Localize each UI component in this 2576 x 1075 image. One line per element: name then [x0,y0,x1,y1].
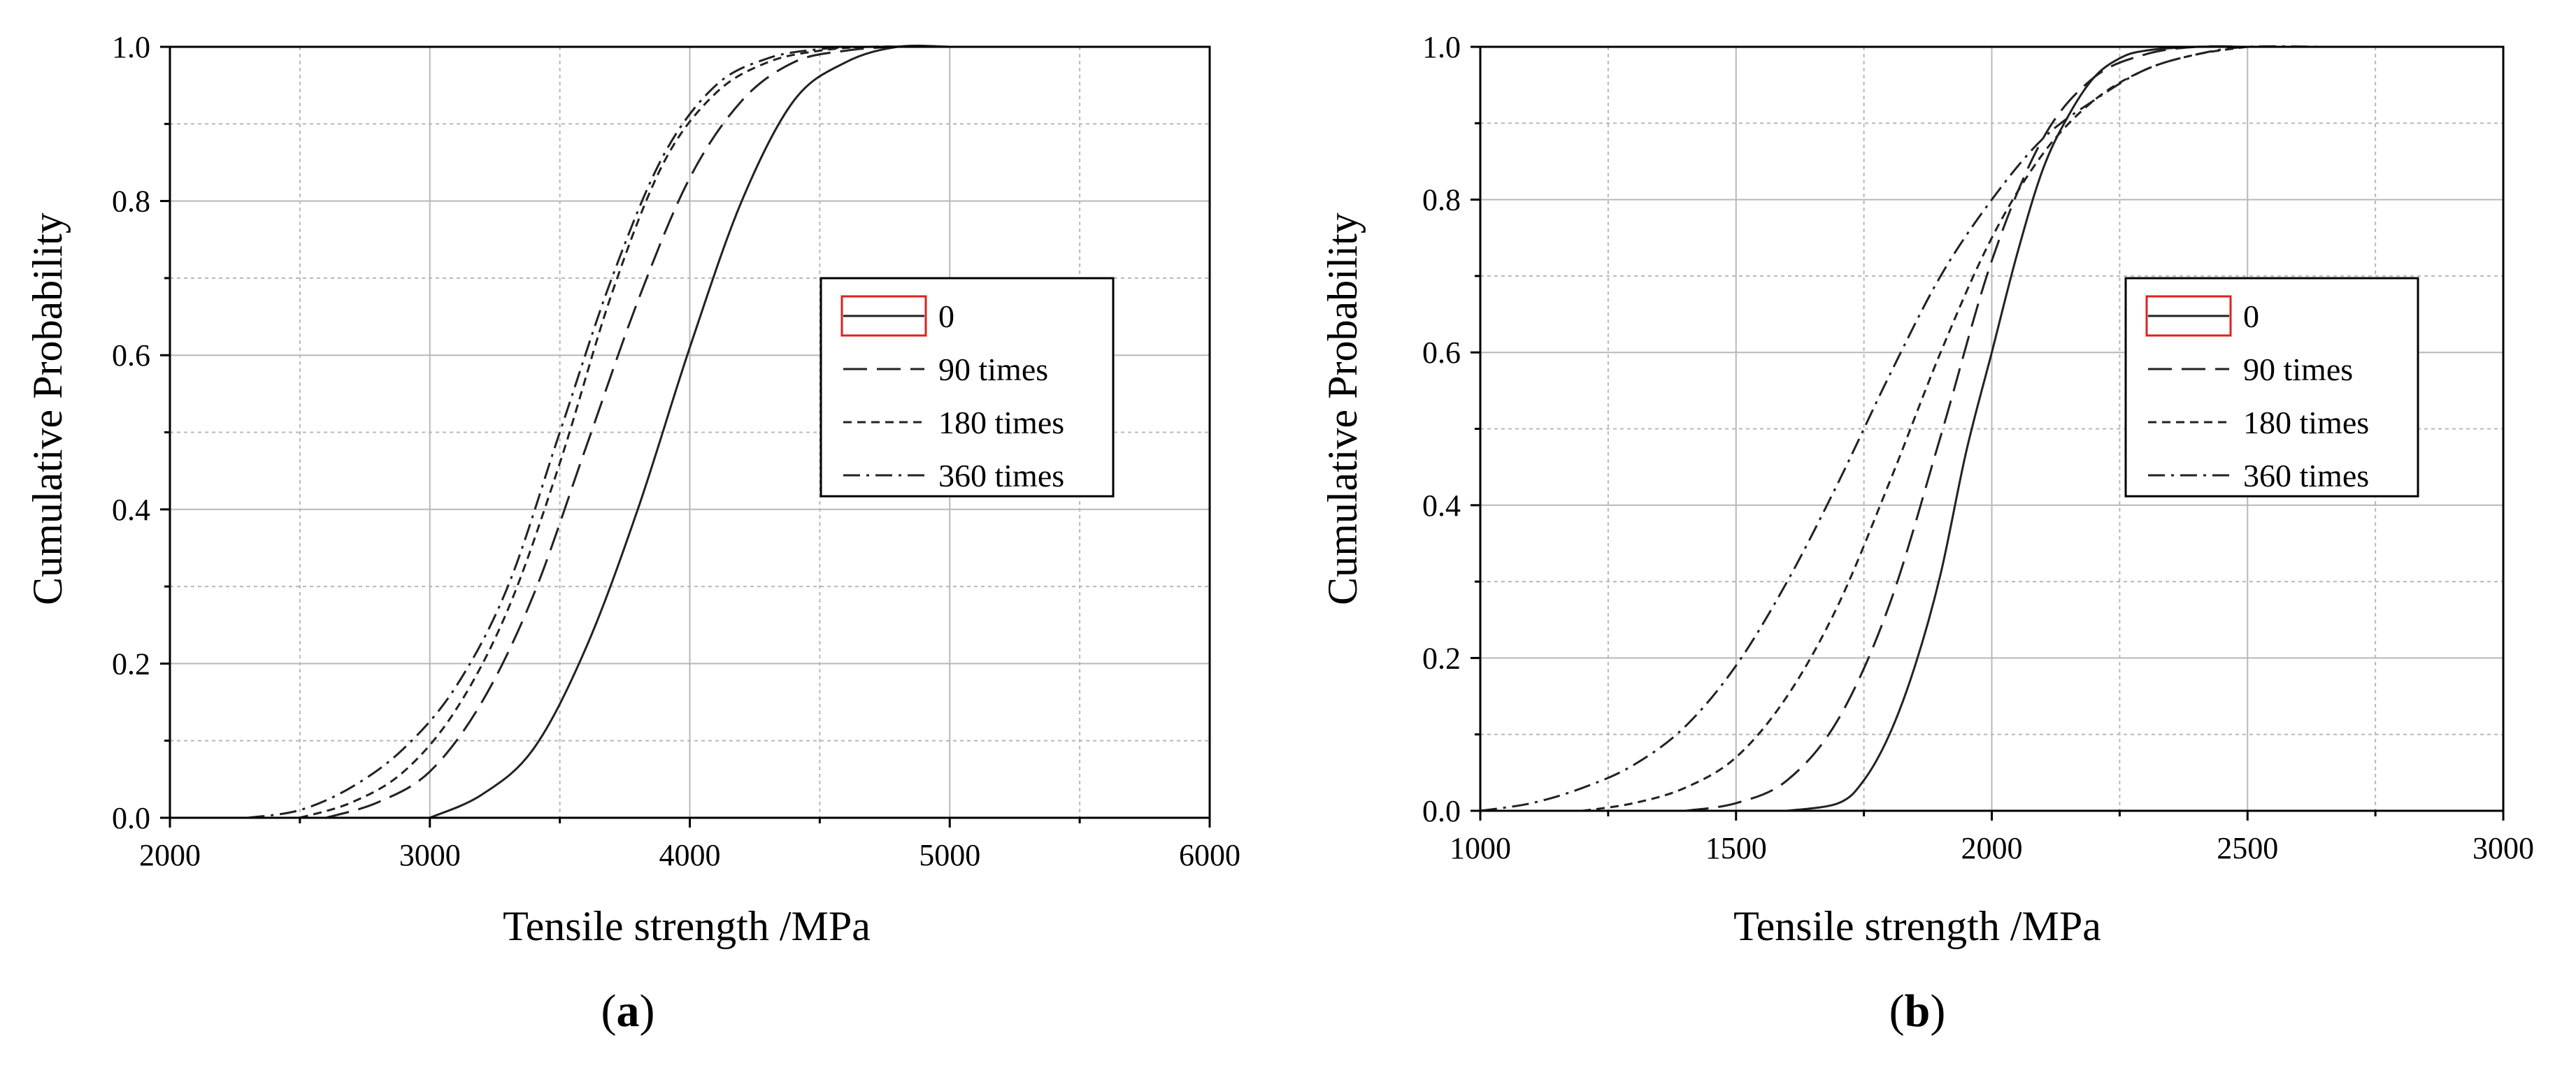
x-tick-label: 3000 [2473,831,2534,865]
x-axis-title-a: Tensile strength /MPa [503,903,871,949]
x-tick-label: 6000 [1179,838,1240,872]
x-tick-label: 2000 [139,838,201,872]
x-tick-label: 5000 [919,838,980,872]
y-tick-label: 1.0 [1422,30,1461,64]
legend-label: 0 [2243,298,2259,334]
y-tick-label: 0.8 [112,185,150,219]
series-line-a-4 [248,45,950,819]
panel-letter-b: b [1905,986,1931,1037]
series-line-a-1 [429,44,950,819]
series-line-a-2 [325,45,950,819]
tick-labels-a: 2000 3000 4000 5000 6000 0.0 0.2 0.4 0.6 0.8 1.0 [112,30,1240,872]
series-line-b-1 [1787,45,2248,812]
y-tick-label: 0.4 [1422,489,1461,523]
series-group-b [1480,45,2325,812]
legend-label: 0 [938,298,954,334]
y-tick-label: 0.6 [112,338,150,373]
chart-panel-b: 1000 1500 2000 2500 3000 0.0 0.2 0.4 0.6 0.8 1.0 T… [1319,30,2534,1037]
y-tick-label: 0.2 [112,647,150,681]
y-tick-label: 0.4 [112,493,150,527]
series-line-b-2 [1684,45,2248,812]
legend-box [820,277,1115,498]
legend-label: 180 times [2243,405,2369,440]
legend-highlight-box [2145,295,2232,337]
series-group-a [248,44,950,819]
x-axis-title-b: Tensile strength /MPa [1733,903,2101,949]
y-axis-title-a: Cumulative Probability [24,212,71,605]
y-tick-label: 0.0 [1422,794,1461,828]
x-tick-label: 2500 [2217,831,2278,865]
legend-label: 360 times [2243,458,2369,493]
ticks-b [1471,45,2505,821]
y-tick-label: 1.0 [112,30,150,64]
tick-labels-b: 1000 1500 2000 2500 3000 0.0 0.2 0.4 0.6 0.8 1.0 [1422,30,2534,865]
legend-b: 0 90 times 180 times 360 times [2124,277,2419,498]
legend-label: 90 times [938,352,1048,387]
legend-label: 90 times [2243,352,2353,387]
x-tick-label: 3000 [399,838,461,872]
y-tick-label: 0.2 [1422,641,1461,675]
panel-label-b: (b) [1889,986,1946,1037]
series-line-b-3 [1582,45,2248,812]
legend-a: 0 90 times 180 times 360 times [820,277,1115,498]
ticks-a [160,45,1211,828]
x-tick-label: 1500 [1705,831,1767,865]
legend-highlight-box [840,295,927,337]
legend-label: 180 times [938,405,1064,440]
series-line-a-3 [299,45,950,819]
legend-box [2124,277,2419,498]
y-axis-title-b: Cumulative Probability [1319,212,1366,605]
legend-label: 360 times [938,458,1064,493]
panel-label-a: (a) [601,986,655,1037]
chart-panel-a: 2000 3000 4000 5000 6000 0.0 0.2 0.4 0.6 0.8 1.0 T… [24,30,1240,1037]
y-tick-label: 0.6 [1422,336,1461,370]
x-tick-label: 1000 [1450,831,1511,865]
y-tick-label: 0.8 [1422,183,1461,217]
panel-letter-a: a [617,986,640,1037]
y-tick-label: 0.0 [112,801,150,835]
x-tick-label: 4000 [659,838,721,872]
x-tick-label: 2000 [1961,831,2023,865]
series-line-b-4 [1480,45,2325,812]
